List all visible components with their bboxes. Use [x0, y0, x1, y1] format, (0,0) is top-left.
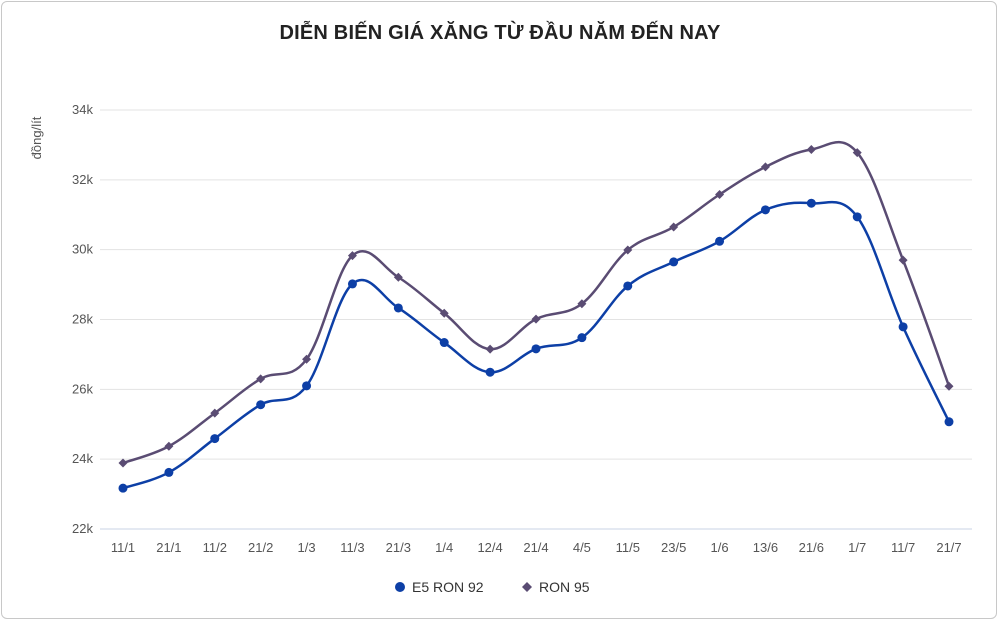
data-point: [256, 400, 266, 410]
series-ron-95: [118, 140, 954, 468]
data-point: [439, 338, 449, 348]
x-tick-label: 11/1: [111, 540, 135, 555]
legend-item[interactable]: E5 RON 92: [395, 579, 484, 595]
x-tick-label: 1/3: [298, 540, 316, 555]
data-point: [715, 189, 725, 199]
y-tick-label: 34k: [72, 102, 93, 117]
data-point: [347, 279, 357, 289]
data-point: [118, 458, 128, 468]
data-point: [577, 299, 587, 309]
data-point: [669, 257, 679, 267]
data-point: [347, 251, 357, 261]
data-point: [806, 144, 816, 154]
y-tick-label: 22k: [72, 521, 93, 536]
data-point: [485, 344, 495, 354]
data-point: [806, 198, 816, 208]
data-point: [898, 322, 908, 332]
series-group: [118, 140, 954, 493]
data-point: [577, 333, 587, 343]
data-point: [302, 354, 312, 364]
data-point: [302, 381, 312, 391]
data-point: [210, 408, 220, 418]
data-point: [164, 441, 174, 451]
data-point: [944, 417, 954, 427]
legend-marker: [395, 582, 405, 592]
y-axis-ticks: 22k 24k 26k 28k 30k 32k 34k: [72, 102, 93, 536]
grid-lines: [100, 109, 972, 530]
x-tick-label: 1/7: [848, 540, 866, 555]
y-tick-label: 30k: [72, 242, 93, 257]
data-point: [944, 381, 954, 391]
data-point: [715, 236, 725, 246]
legend-label: RON 95: [539, 579, 590, 595]
x-tick-label: 21/1: [156, 540, 181, 555]
x-tick-label: 21/6: [799, 540, 824, 555]
legend-item[interactable]: RON 95: [522, 579, 590, 595]
x-tick-label: 11/2: [203, 540, 227, 555]
y-axis-label: đồng/lít: [29, 116, 44, 159]
y-tick-label: 28k: [72, 312, 93, 327]
x-tick-label: 13/6: [753, 540, 778, 555]
legend-label: E5 RON 92: [412, 579, 484, 595]
data-point: [393, 272, 403, 282]
data-point: [852, 212, 862, 222]
legend: E5 RON 92 RON 95: [395, 579, 590, 595]
data-point: [623, 245, 633, 255]
data-point: [623, 281, 633, 291]
data-point: [898, 255, 908, 265]
x-tick-label: 23/5: [661, 540, 686, 555]
x-tick-label: 11/5: [616, 540, 640, 555]
x-tick-label: 21/7: [936, 540, 961, 555]
x-tick-label: 11/3: [340, 540, 364, 555]
y-tick-label: 32k: [72, 172, 93, 187]
data-point: [669, 222, 679, 232]
data-point: [164, 467, 174, 477]
x-axis-ticks: 11/1 21/1 11/2 21/2 1/3 11/3 21/3 1/4 12/4 21/4 4/…: [111, 540, 962, 555]
data-point: [531, 344, 541, 354]
legend-marker: [522, 582, 532, 592]
y-tick-label: 26k: [72, 381, 93, 396]
data-point: [393, 303, 403, 313]
data-point: [439, 308, 449, 318]
data-point: [760, 205, 770, 215]
y-tick-label: 24k: [72, 451, 93, 466]
x-tick-label: 1/4: [435, 540, 453, 555]
x-tick-label: 4/5: [573, 540, 591, 555]
data-point: [852, 148, 862, 158]
x-tick-label: 11/7: [891, 540, 915, 555]
series-e5-ron-92: [118, 198, 954, 493]
x-tick-label: 12/4: [477, 540, 502, 555]
data-point: [485, 367, 495, 377]
chart-title: DIỄN BIẾN GIÁ XĂNG TỪ ĐẦU NĂM ĐẾN NAY: [279, 22, 721, 44]
x-tick-label: 21/3: [386, 540, 411, 555]
data-point: [531, 314, 541, 324]
data-point: [760, 162, 770, 172]
x-tick-label: 21/2: [248, 540, 273, 555]
data-point: [210, 434, 220, 444]
x-tick-label: 21/4: [523, 540, 548, 555]
data-point: [256, 374, 266, 384]
x-tick-label: 1/6: [711, 540, 729, 555]
data-point: [118, 483, 128, 493]
